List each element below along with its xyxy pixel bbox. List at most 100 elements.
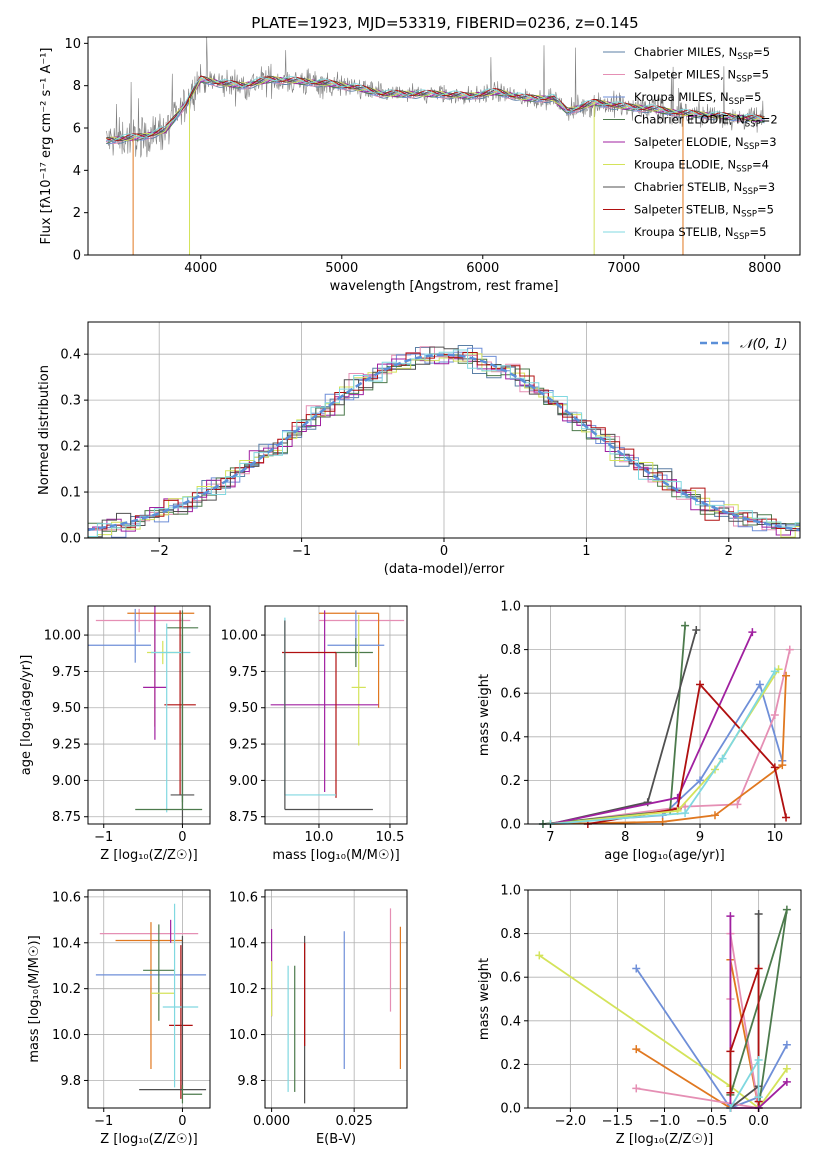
weight-marker (782, 905, 791, 914)
model-spectrum (106, 76, 765, 142)
x-axis-label: wavelength [Angstrom, rest frame] (330, 279, 559, 294)
x-tick-label: 9 (696, 830, 704, 845)
legend-count: =3 (758, 180, 775, 194)
x-tick-label: 10 (767, 830, 784, 845)
y-tick-label: 10 (64, 37, 81, 52)
weight-marker (632, 1045, 641, 1054)
legend-subscript: SSP (737, 52, 753, 62)
x-tick-label: 0 (440, 544, 448, 559)
weight-marker (770, 667, 779, 676)
weight-marker (632, 1084, 641, 1093)
legend-subscript: SSP (742, 187, 758, 197)
legend-subscript: SSP (729, 97, 745, 107)
error-point (351, 614, 366, 746)
legend-count: =5 (752, 68, 769, 82)
y-tick-label: 0.2 (500, 1058, 521, 1073)
y-tick-label: 9.25 (52, 738, 81, 753)
y-tick-label: 9.50 (229, 701, 258, 716)
weight-marker (778, 761, 787, 770)
legend-entry: Chabrier MILES, NSSP=5 (634, 45, 770, 62)
legend-subscript: SSP (734, 232, 750, 242)
weight-marker (782, 1077, 791, 1086)
residual-histogram (88, 349, 800, 537)
axes-frame (264, 605, 408, 825)
legend-entry: 𝒩(0, 1) (740, 337, 787, 352)
weight-series (546, 667, 779, 828)
y-tick-label: 10.6 (52, 890, 81, 905)
y-tick-label: 9.00 (52, 774, 81, 789)
weight-marker (754, 909, 763, 918)
x-tick-label: 7 (546, 830, 554, 845)
y-tick-label: 0.4 (500, 1014, 521, 1029)
y-axis-label: mass [log₁₀(M/M☉)] (27, 935, 42, 1062)
model-spectrum (106, 77, 765, 144)
y-tick-label: 0 (73, 249, 81, 264)
y-tick-label: 0.0 (500, 1102, 521, 1117)
legend-entry: Salpeter MILES, NSSP=5 (634, 68, 769, 85)
weight-series (535, 951, 791, 1112)
legend-subscript: SSP (744, 142, 760, 152)
residual-histogram (88, 358, 800, 536)
weight-marker (755, 680, 764, 689)
y-tick-label: 0.6 (500, 687, 521, 702)
y-axis-label: Normed distribution (37, 365, 52, 495)
y-tick-label: 8.75 (229, 810, 258, 825)
error-point (95, 608, 191, 633)
weight-marker (754, 964, 763, 973)
weight-line (729, 968, 760, 1102)
legend-subscript: SSP (736, 75, 752, 85)
legend-entry: Salpeter STELIB, NSSP=5 (634, 203, 774, 220)
weight-line (550, 629, 698, 825)
x-tick-label: −2.0 (555, 1114, 587, 1129)
axes-frame (527, 605, 802, 825)
y-tick-label: 0.4 (500, 730, 521, 745)
x-axis-label: (data-model)/error (384, 562, 505, 577)
weight-marker (726, 912, 735, 921)
error-point (143, 924, 175, 1021)
x-axis-label: Z [log₁₀(Z/Z☉)] (100, 848, 197, 863)
legend-count: =5 (753, 45, 770, 59)
weight-marker (681, 621, 690, 630)
weight-marker (710, 811, 719, 820)
y-tick-label: 10.2 (52, 982, 81, 997)
weight-marker (770, 711, 779, 719)
legend-entry: Chabrier ELODIE, NSSP=2 (634, 113, 778, 130)
weight-marker (770, 763, 779, 772)
legend-entry: Kroupa ELODIE, NSSP=4 (634, 158, 769, 175)
x-axis-label: Z [log₁₀(Z/Z☉)] (100, 1132, 197, 1147)
error-point (143, 606, 167, 740)
weight-series (726, 964, 763, 1106)
x-tick-label: −1.0 (649, 1114, 681, 1129)
spectrum-legend: Chabrier MILES, NSSP=5 Salpeter MILES, NS… (603, 45, 778, 242)
y-tick-label: 6 (73, 122, 81, 137)
weight-line (542, 625, 686, 825)
y-tick-label: 10.0 (52, 1028, 81, 1043)
weight-series (546, 665, 783, 828)
x-tick-label: 1 (582, 544, 590, 559)
y-tick-label: 0.2 (60, 440, 81, 455)
x-tick-label: 0 (178, 830, 186, 845)
y-tick-label: 1.0 (500, 600, 521, 615)
y-tick-label: 0.3 (60, 394, 81, 409)
legend-count: =5 (749, 225, 766, 239)
y-tick-label: 0.8 (500, 643, 521, 658)
legend-subscript: SSP (741, 210, 757, 220)
spectrum-panel: 4000 5000 6000 7000 8000 0 2 4 6 8 10 wavelength [A… (39, 36, 801, 294)
y-tick-label: 9.25 (229, 738, 258, 753)
weight-series (632, 955, 763, 1112)
error-point (270, 610, 379, 793)
x-tick-label: 10.5 (375, 830, 404, 845)
weight-line (542, 682, 784, 825)
x-tick-label: 8 (621, 830, 629, 845)
x-tick-label: 7000 (607, 261, 640, 276)
weight-marker (782, 671, 791, 680)
y-tick-label: 10.4 (229, 936, 258, 951)
x-tick-label: −0.5 (696, 1114, 728, 1129)
y-tick-label: 0.0 (500, 818, 521, 833)
x-axis-label: E(B-V) (316, 1132, 356, 1147)
y-tick-label: 10.00 (221, 629, 258, 644)
y-axis-label: mass weight (477, 958, 492, 1040)
y-tick-label: 9.75 (52, 665, 81, 680)
x-tick-label: 0.0 (748, 1114, 769, 1129)
